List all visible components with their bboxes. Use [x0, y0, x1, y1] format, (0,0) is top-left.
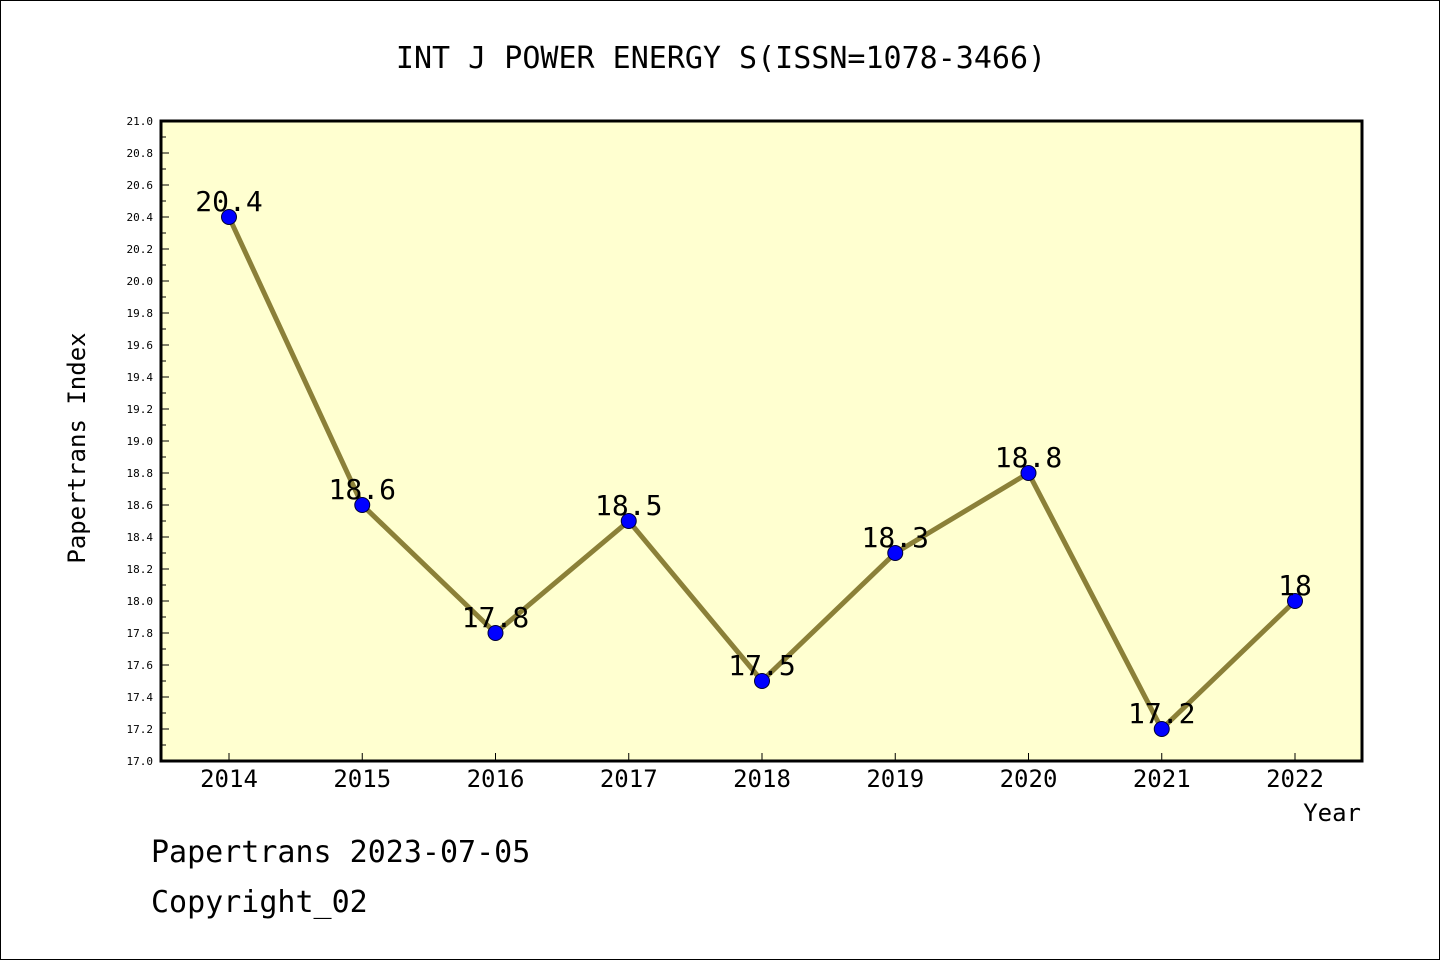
y-tick-label: 17.2	[127, 723, 154, 736]
x-tick-label: 2018	[733, 765, 791, 793]
data-label-2021: 17.2	[1128, 697, 1195, 730]
y-tick-label: 20.6	[127, 179, 154, 192]
y-tick-label: 19.2	[127, 403, 154, 416]
y-tick-label: 19.8	[127, 307, 154, 320]
y-tick-label: 18.0	[127, 595, 154, 608]
y-tick-label: 19.6	[127, 339, 154, 352]
data-point-2021	[1153, 721, 1170, 737]
data-point-2016	[487, 625, 504, 641]
data-labels: 20.4 18.6 17.8 18.5 17.5 18.3 18.8 17.2 18	[195, 185, 1312, 730]
y-tick-label: 18.2	[127, 563, 154, 576]
data-label-2020: 18.8	[995, 441, 1062, 474]
data-point-2022	[1287, 593, 1303, 609]
x-axis-label: Year	[1303, 799, 1361, 827]
footer-date: Papertrans 2023-07-05	[151, 835, 531, 870]
x-tick-label: 2019	[866, 765, 924, 793]
y-tick-label: 20.2	[127, 243, 154, 256]
y-tick-label: 20.0	[127, 275, 154, 288]
series-markers	[221, 209, 1303, 737]
chart-title: INT J POWER ENERGY S(ISSN=1078-3466)	[396, 41, 1046, 76]
y-axis-label: Papertrans Index	[63, 332, 91, 563]
y-axis: 17.0 17.2 17.4 17.6 17.8 18.0 18.2 18.4 18.6 18.8…	[127, 115, 169, 768]
y-tick-label: 17.0	[127, 755, 154, 768]
x-tick-label: 2017	[600, 765, 658, 793]
plot-area	[159, 119, 1364, 763]
y-tick-label: 17.8	[127, 627, 154, 640]
data-point-2020	[1020, 465, 1037, 481]
x-tick-label: 2020	[1000, 765, 1058, 793]
y-tick-label: 18.6	[127, 499, 154, 512]
data-label-2015: 18.6	[329, 473, 396, 506]
data-label-2019: 18.3	[862, 521, 929, 554]
x-tick-label: 2021	[1133, 765, 1191, 793]
y-tick-label: 17.4	[127, 691, 154, 704]
y-tick-label: 20.4	[127, 211, 154, 224]
x-tick-label: 2014	[200, 765, 258, 793]
y-tick-label: 19.4	[127, 371, 154, 384]
y-tick-label: 17.6	[127, 659, 154, 672]
data-label-2022: 18	[1278, 569, 1312, 602]
y-tick-label: 19.0	[127, 435, 154, 448]
data-point-2014	[221, 209, 237, 225]
y-tick-label: 21.0	[127, 115, 154, 128]
x-tick-label: 2015	[333, 765, 391, 793]
data-point-2015	[354, 497, 371, 513]
y-tick-label: 18.8	[127, 467, 154, 480]
x-tick-label: 2016	[467, 765, 525, 793]
data-point-2017	[620, 513, 637, 529]
data-label-2016: 17.8	[462, 601, 529, 634]
data-label-2014: 20.4	[195, 185, 262, 218]
data-label-2017: 18.5	[595, 489, 662, 522]
y-tick-label: 20.8	[127, 147, 154, 160]
footer-copyright: Copyright_02	[151, 885, 368, 920]
x-tick-label: 2022	[1266, 765, 1324, 793]
data-point-2018	[754, 673, 770, 689]
data-point-2019	[887, 545, 904, 561]
y-tick-label: 18.4	[127, 531, 154, 544]
x-axis: 2014 2015 2016 2017 2018 2019 2020 2021 2022	[200, 753, 1324, 793]
data-label-2018: 17.5	[728, 649, 795, 682]
